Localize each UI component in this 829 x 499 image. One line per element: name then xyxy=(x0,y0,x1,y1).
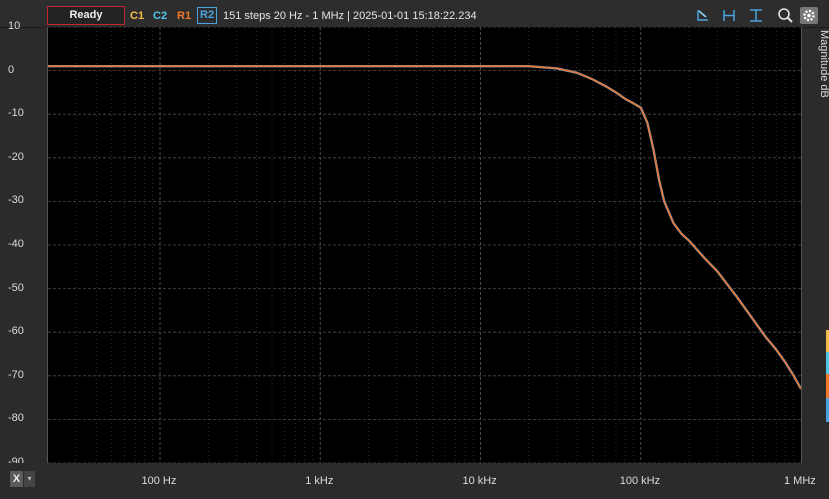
channel-c2-toggle[interactable]: C2 xyxy=(153,10,168,22)
toolbar: Ready C1 C2 R1 R2 151 steps 20 Hz - 1 MH… xyxy=(0,0,829,28)
channel-r1-toggle[interactable]: R1 xyxy=(177,10,192,22)
y-tick-label: 0 xyxy=(8,63,15,76)
cursor-icon[interactable] xyxy=(694,7,712,24)
channel-r2-toggle[interactable]: R2 xyxy=(197,7,218,24)
x-tick-label: 100 Hz xyxy=(141,475,177,487)
v-cursor-icon[interactable] xyxy=(747,7,765,24)
series-line-r1 xyxy=(48,65,802,390)
y-tick-label: -40 xyxy=(8,238,24,250)
gear-icon[interactable] xyxy=(800,7,818,24)
y-tick-label: -80 xyxy=(8,412,24,425)
marker-r1 xyxy=(826,374,829,398)
y-tick-label: -30 xyxy=(8,194,24,207)
y-tick-label: -60 xyxy=(8,325,24,338)
x-tick-label: 1 kHz xyxy=(305,475,334,487)
y-tick-label: -20 xyxy=(8,150,24,163)
series-line-r2 xyxy=(48,65,803,390)
channel-c1-toggle[interactable]: C1 xyxy=(130,10,145,22)
marker-r2 xyxy=(826,398,829,422)
plot-area[interactable] xyxy=(47,26,803,464)
y-tick-label: 10 xyxy=(8,20,21,32)
y-tick-label: -10 xyxy=(8,107,24,120)
marker-c2 xyxy=(826,352,829,374)
sweep-info: 151 steps 20 Hz - 1 MHz | 2025-01-01 15:… xyxy=(223,10,477,22)
x-axis-bar: X ▾ 100 Hz 1 kHz 10 kHz 100 kHz 1 MHz xyxy=(0,463,829,499)
y-axis-title: Magnitude dB xyxy=(818,30,829,98)
x-axis-button[interactable]: X xyxy=(10,471,23,487)
x-tick-label: 100 kHz xyxy=(619,475,661,487)
x-tick-label: 1 MHz xyxy=(784,475,816,487)
h-cursor-icon[interactable] xyxy=(720,7,738,24)
zoom-icon[interactable] xyxy=(776,7,794,24)
marker-c1 xyxy=(826,330,829,352)
y-axis-labels: 10 0 -10 -20 -30 -40 -50 -60 -70 -80 -90 xyxy=(0,20,44,468)
x-tick-label: 10 kHz xyxy=(462,475,497,487)
y-tick-label: -70 xyxy=(8,368,24,381)
status-button[interactable]: Ready xyxy=(47,6,125,25)
x-axis-dropdown-arrow[interactable]: ▾ xyxy=(24,471,35,487)
magnitude-chart xyxy=(48,26,803,464)
y-tick-label: -50 xyxy=(8,281,24,294)
